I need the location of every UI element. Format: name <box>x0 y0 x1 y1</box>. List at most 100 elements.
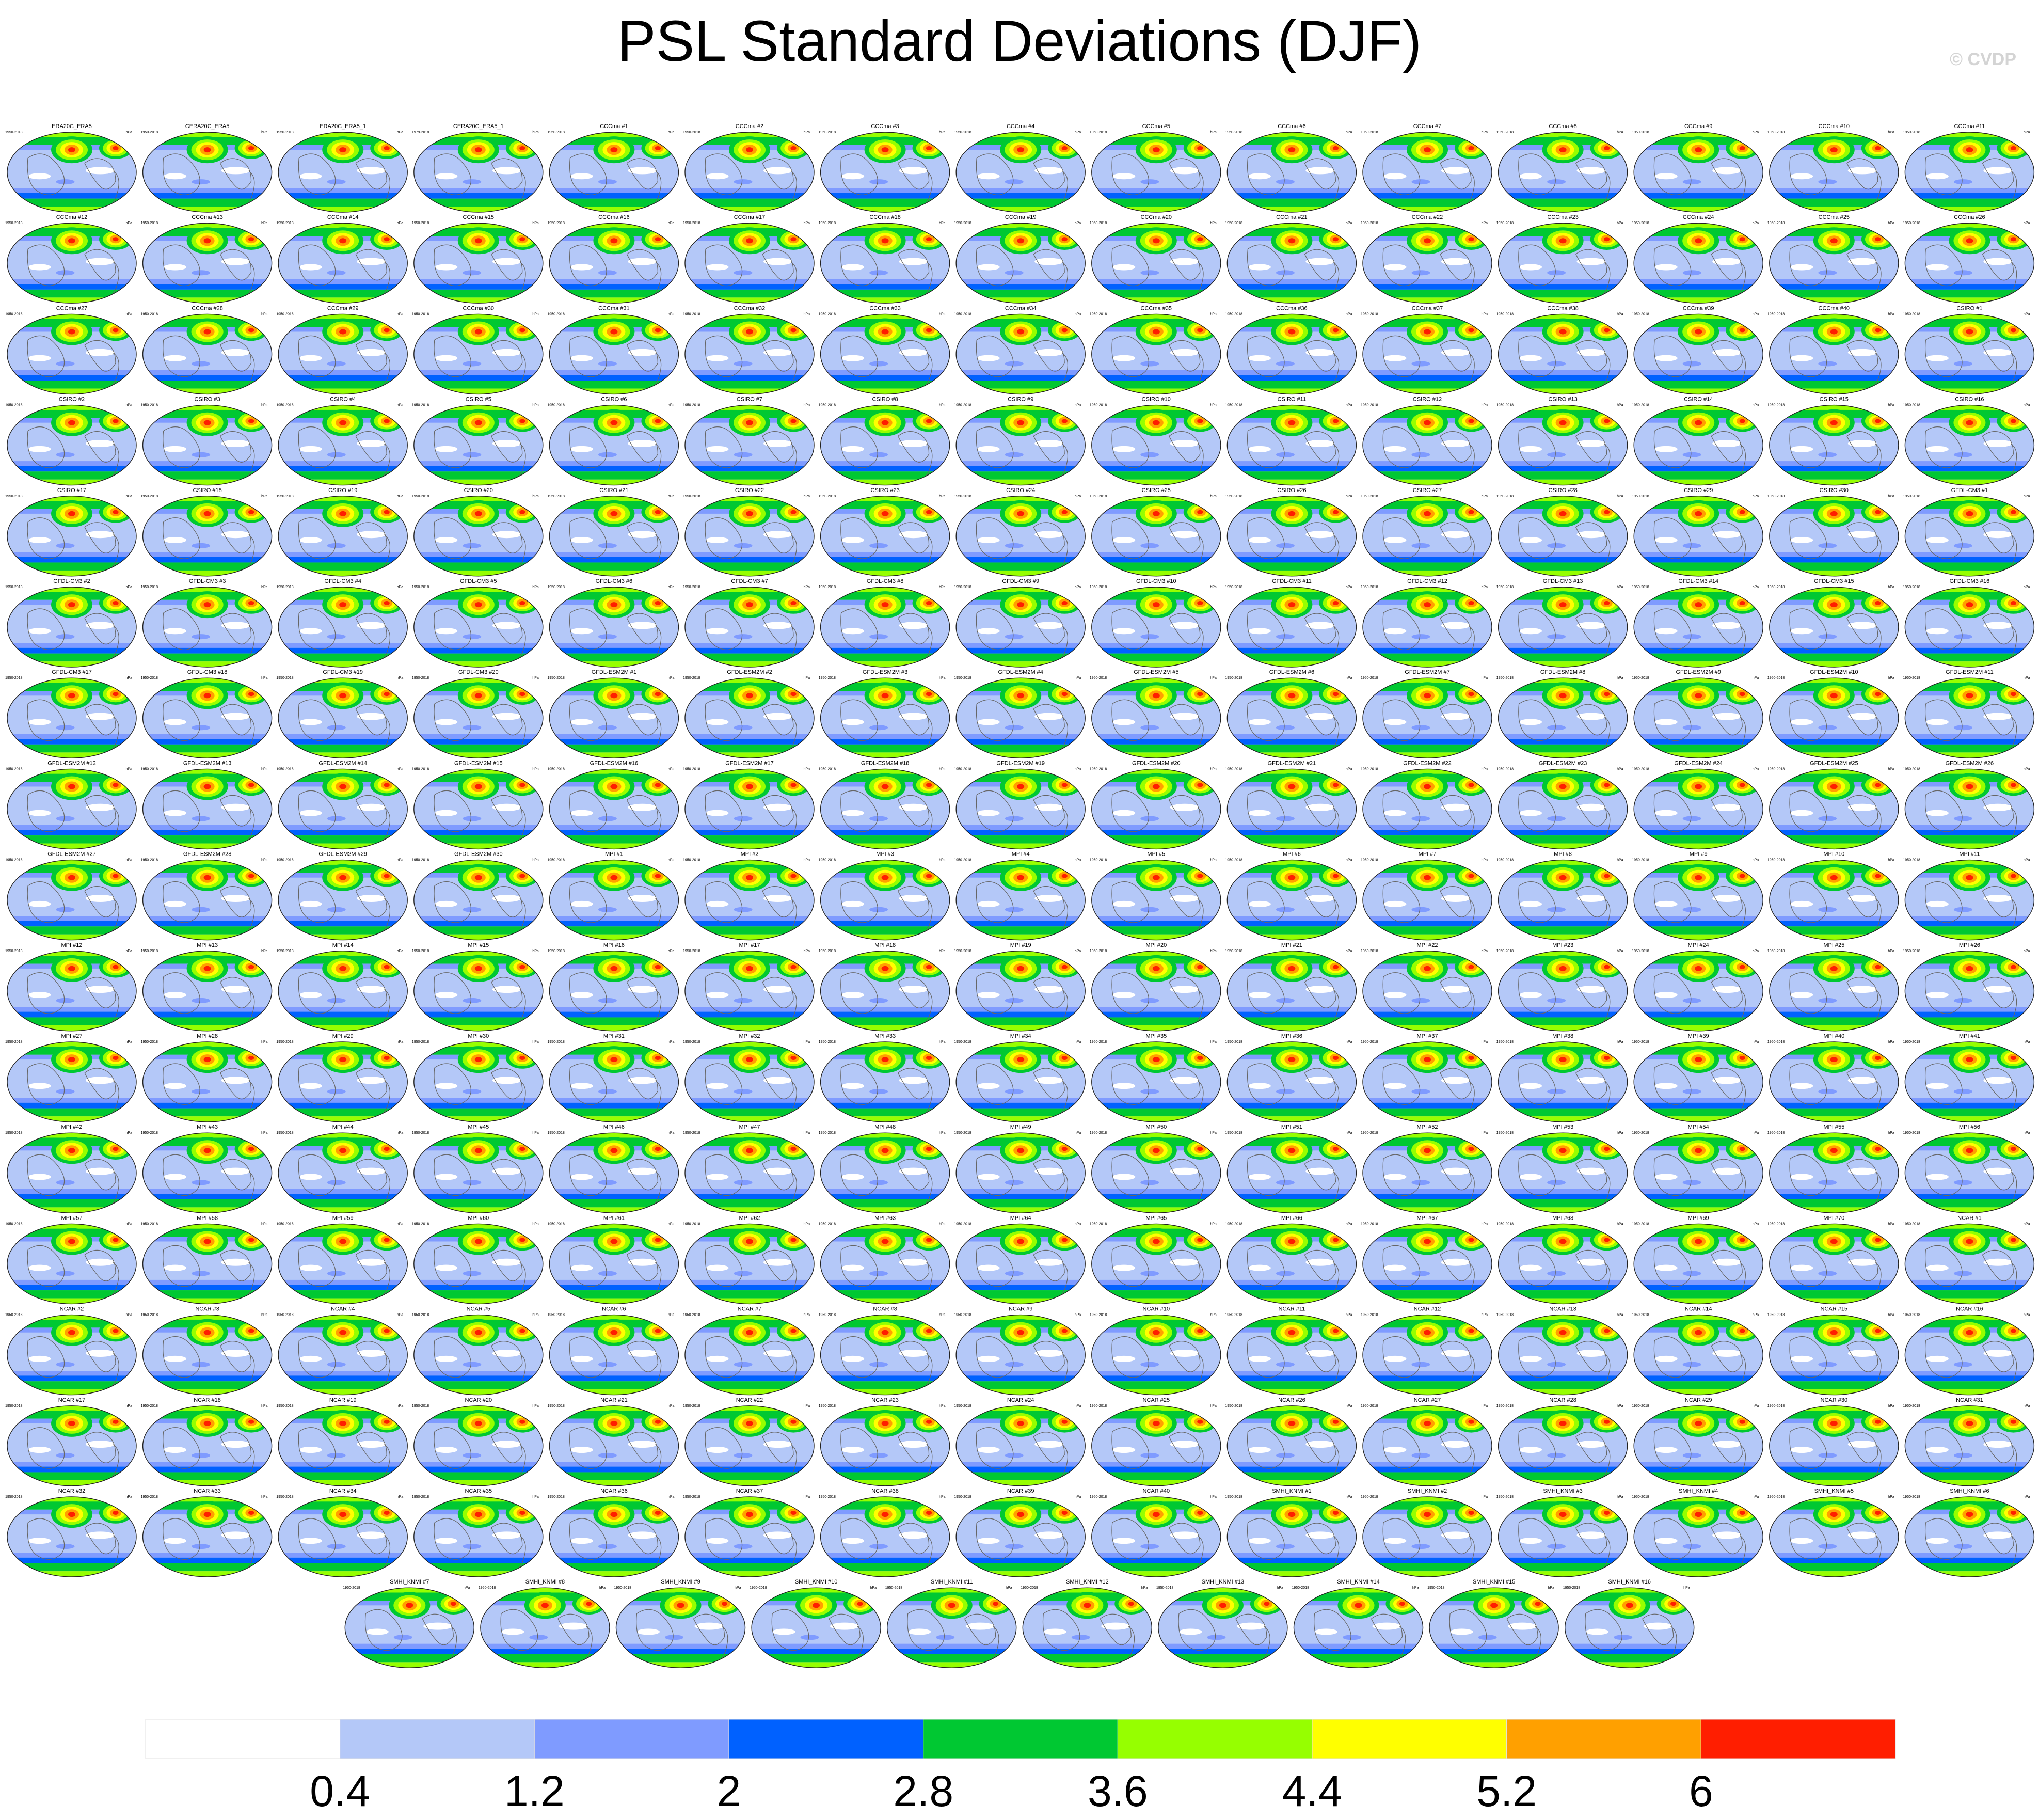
panel-period: 1950-2018 <box>819 1222 836 1226</box>
map-panel: MPI #70 1950-2018 hPa <box>1767 1215 1899 1305</box>
map-panel: NCAR #18 1950-2018 hPa <box>141 1397 273 1486</box>
panel-title: SMHI_KNMI #11 <box>931 1579 973 1585</box>
panel-units: hPa <box>2024 131 2030 134</box>
panel-title: CERA20C_ERA5_1 <box>453 123 504 130</box>
map-panel: GFDL-ESM2M #28 1950-2018 hPa <box>141 851 273 941</box>
map-panel: MPI #35 1950-2018 hPa <box>1090 1033 1221 1122</box>
panel-title: NCAR #37 <box>736 1488 763 1494</box>
panel-units: hPa <box>397 585 404 589</box>
panel-title: CSIRO #29 <box>1684 487 1713 494</box>
panel-title: NCAR #25 <box>1143 1397 1170 1403</box>
map-panel: MPI #68 1950-2018 hPa <box>1496 1215 1628 1305</box>
map-panel: GFDL-ESM2M #20 1950-2018 hPa <box>1090 760 1221 850</box>
panel-title: GFDL-CM3 #10 <box>1136 578 1176 584</box>
map-panel: CSIRO #13 1950-2018 hPa <box>1496 397 1628 486</box>
panel-period: 1950-2018 <box>683 495 700 498</box>
panel-units: hPa <box>804 949 810 953</box>
panel-title: NCAR #39 <box>1007 1488 1034 1494</box>
panel-units: hPa <box>1075 1131 1081 1135</box>
panel-title: CCCma #37 <box>1412 305 1443 311</box>
panel-period: 1950-2018 <box>276 767 294 771</box>
map-panel: NCAR #17 1950-2018 hPa <box>5 1397 137 1486</box>
panel-units: hPa <box>126 1222 133 1226</box>
panel-title: NCAR #32 <box>58 1488 86 1494</box>
panel-units: hPa <box>668 221 675 225</box>
panel-period: 1950-2018 <box>954 585 971 589</box>
panel-units: hPa <box>668 495 675 498</box>
panel-title: NCAR #4 <box>331 1306 355 1312</box>
panel-units: hPa <box>126 1131 133 1135</box>
map-panel: GFDL-CM3 #6 1950-2018 hPa <box>547 578 679 668</box>
panel-period: 1950-2018 <box>276 585 294 589</box>
panel-period: 1950-2018 <box>683 676 700 680</box>
panel-units: hPa <box>804 767 810 771</box>
panel-title: MPI #12 <box>61 942 83 948</box>
panel-period: 1950-2018 <box>1361 949 1378 953</box>
panel-period: 1950-2018 <box>1496 495 1514 498</box>
panel-title: CCCma #4 <box>1007 123 1034 130</box>
panel-units: hPa <box>464 1586 470 1590</box>
panel-units: hPa <box>397 676 404 680</box>
panel-period: 1950-2018 <box>141 585 158 589</box>
panel-period: 1950-2018 <box>5 1040 23 1044</box>
map-panel: GFDL-CM3 #2 1950-2018 hPa <box>5 578 137 668</box>
map-panel: NCAR #8 1950-2018 hPa <box>819 1306 950 1396</box>
map-panel: MPI #67 1950-2018 hPa <box>1361 1215 1492 1305</box>
panel-units: hPa <box>804 495 810 498</box>
panel-title: NCAR #20 <box>465 1397 492 1403</box>
map-panel: MPI #5 1950-2018 hPa <box>1090 851 1221 941</box>
panel-units: hPa <box>1753 676 1759 680</box>
panel-title: CCCma #30 <box>463 305 495 311</box>
panel-units: hPa <box>1482 495 1488 498</box>
panel-period: 1950-2018 <box>1090 404 1107 407</box>
page-title: PSL Standard Deviations (DJF) <box>617 9 1422 73</box>
map-panel: NCAR #21 1950-2018 hPa <box>547 1397 679 1486</box>
panel-title: GFDL-ESM2M #30 <box>454 851 503 858</box>
map-panel: CCCma #36 1950-2018 hPa <box>1225 305 1357 395</box>
map-panel: NCAR #13 1950-2018 hPa <box>1496 1306 1628 1396</box>
panel-period: 1950-2018 <box>1361 1495 1378 1499</box>
panel-units: hPa <box>668 131 675 134</box>
panel-period: 1950-2018 <box>1767 859 1785 862</box>
panel-period: 1950-2018 <box>412 1040 429 1044</box>
panel-period: 1950-2018 <box>1361 767 1378 771</box>
panel-period: 1950-2018 <box>1225 312 1242 316</box>
map-panel: NCAR #10 1950-2018 hPa <box>1090 1306 1221 1396</box>
map-panel: GFDL-ESM2M #19 1950-2018 hPa <box>954 760 1086 850</box>
panel-period: 1950-2018 <box>141 495 158 498</box>
panel-title: CSIRO #12 <box>1413 397 1442 403</box>
panel-period: 1950-2018 <box>1225 949 1242 953</box>
map-panel: MPI #53 1950-2018 hPa <box>1496 1124 1628 1213</box>
panel-period: 1950-2018 <box>1632 859 1649 862</box>
panel-period: 1950-2018 <box>141 1131 158 1135</box>
map-panel: NCAR #27 1950-2018 hPa <box>1361 1397 1492 1486</box>
panel-title: MPI #66 <box>1281 1215 1302 1221</box>
panel-units: hPa <box>668 859 675 862</box>
map-panel: MPI #17 1950-2018 hPa <box>683 942 815 1032</box>
panel-period: 1950-2018 <box>276 1495 294 1499</box>
map-panel: GFDL-ESM2M #10 1950-2018 hPa <box>1767 669 1899 758</box>
panel-units: hPa <box>1346 1313 1352 1317</box>
panel-units: hPa <box>261 859 268 862</box>
map-panel: CSIRO #3 1950-2018 hPa <box>141 397 273 486</box>
panel-title: MPI #65 <box>1145 1215 1167 1221</box>
map-panel: CSIRO #18 1950-2018 hPa <box>141 487 273 577</box>
panel-title: CCCma #12 <box>56 214 88 220</box>
map-panel: CCCma #27 1950-2018 hPa <box>5 305 137 395</box>
map-panel: MPI #27 1950-2018 hPa <box>5 1033 137 1122</box>
panel-title: MPI #11 <box>1959 851 1980 858</box>
panel-title: MPI #57 <box>61 1215 83 1221</box>
panel-title: GFDL-ESM2M #2 <box>727 669 772 675</box>
panel-period: 1950-2018 <box>1090 1040 1107 1044</box>
panel-period: 1950-2018 <box>1767 1040 1785 1044</box>
map-panel: MPI #46 1950-2018 hPa <box>547 1124 679 1213</box>
panel-period: 1950-2018 <box>1632 767 1649 771</box>
panel-units: hPa <box>126 495 133 498</box>
map-panel: CCCma #16 1950-2018 hPa <box>547 214 679 304</box>
panel-title: CCCma #16 <box>598 214 630 220</box>
panel-units: hPa <box>1210 221 1217 225</box>
panel-period: 1950-2018 <box>1767 404 1785 407</box>
panel-period: 1950-2018 <box>1361 131 1378 134</box>
panel-title: SMHI_KNMI #13 <box>1202 1579 1245 1585</box>
panel-units: hPa <box>1888 1131 1894 1135</box>
